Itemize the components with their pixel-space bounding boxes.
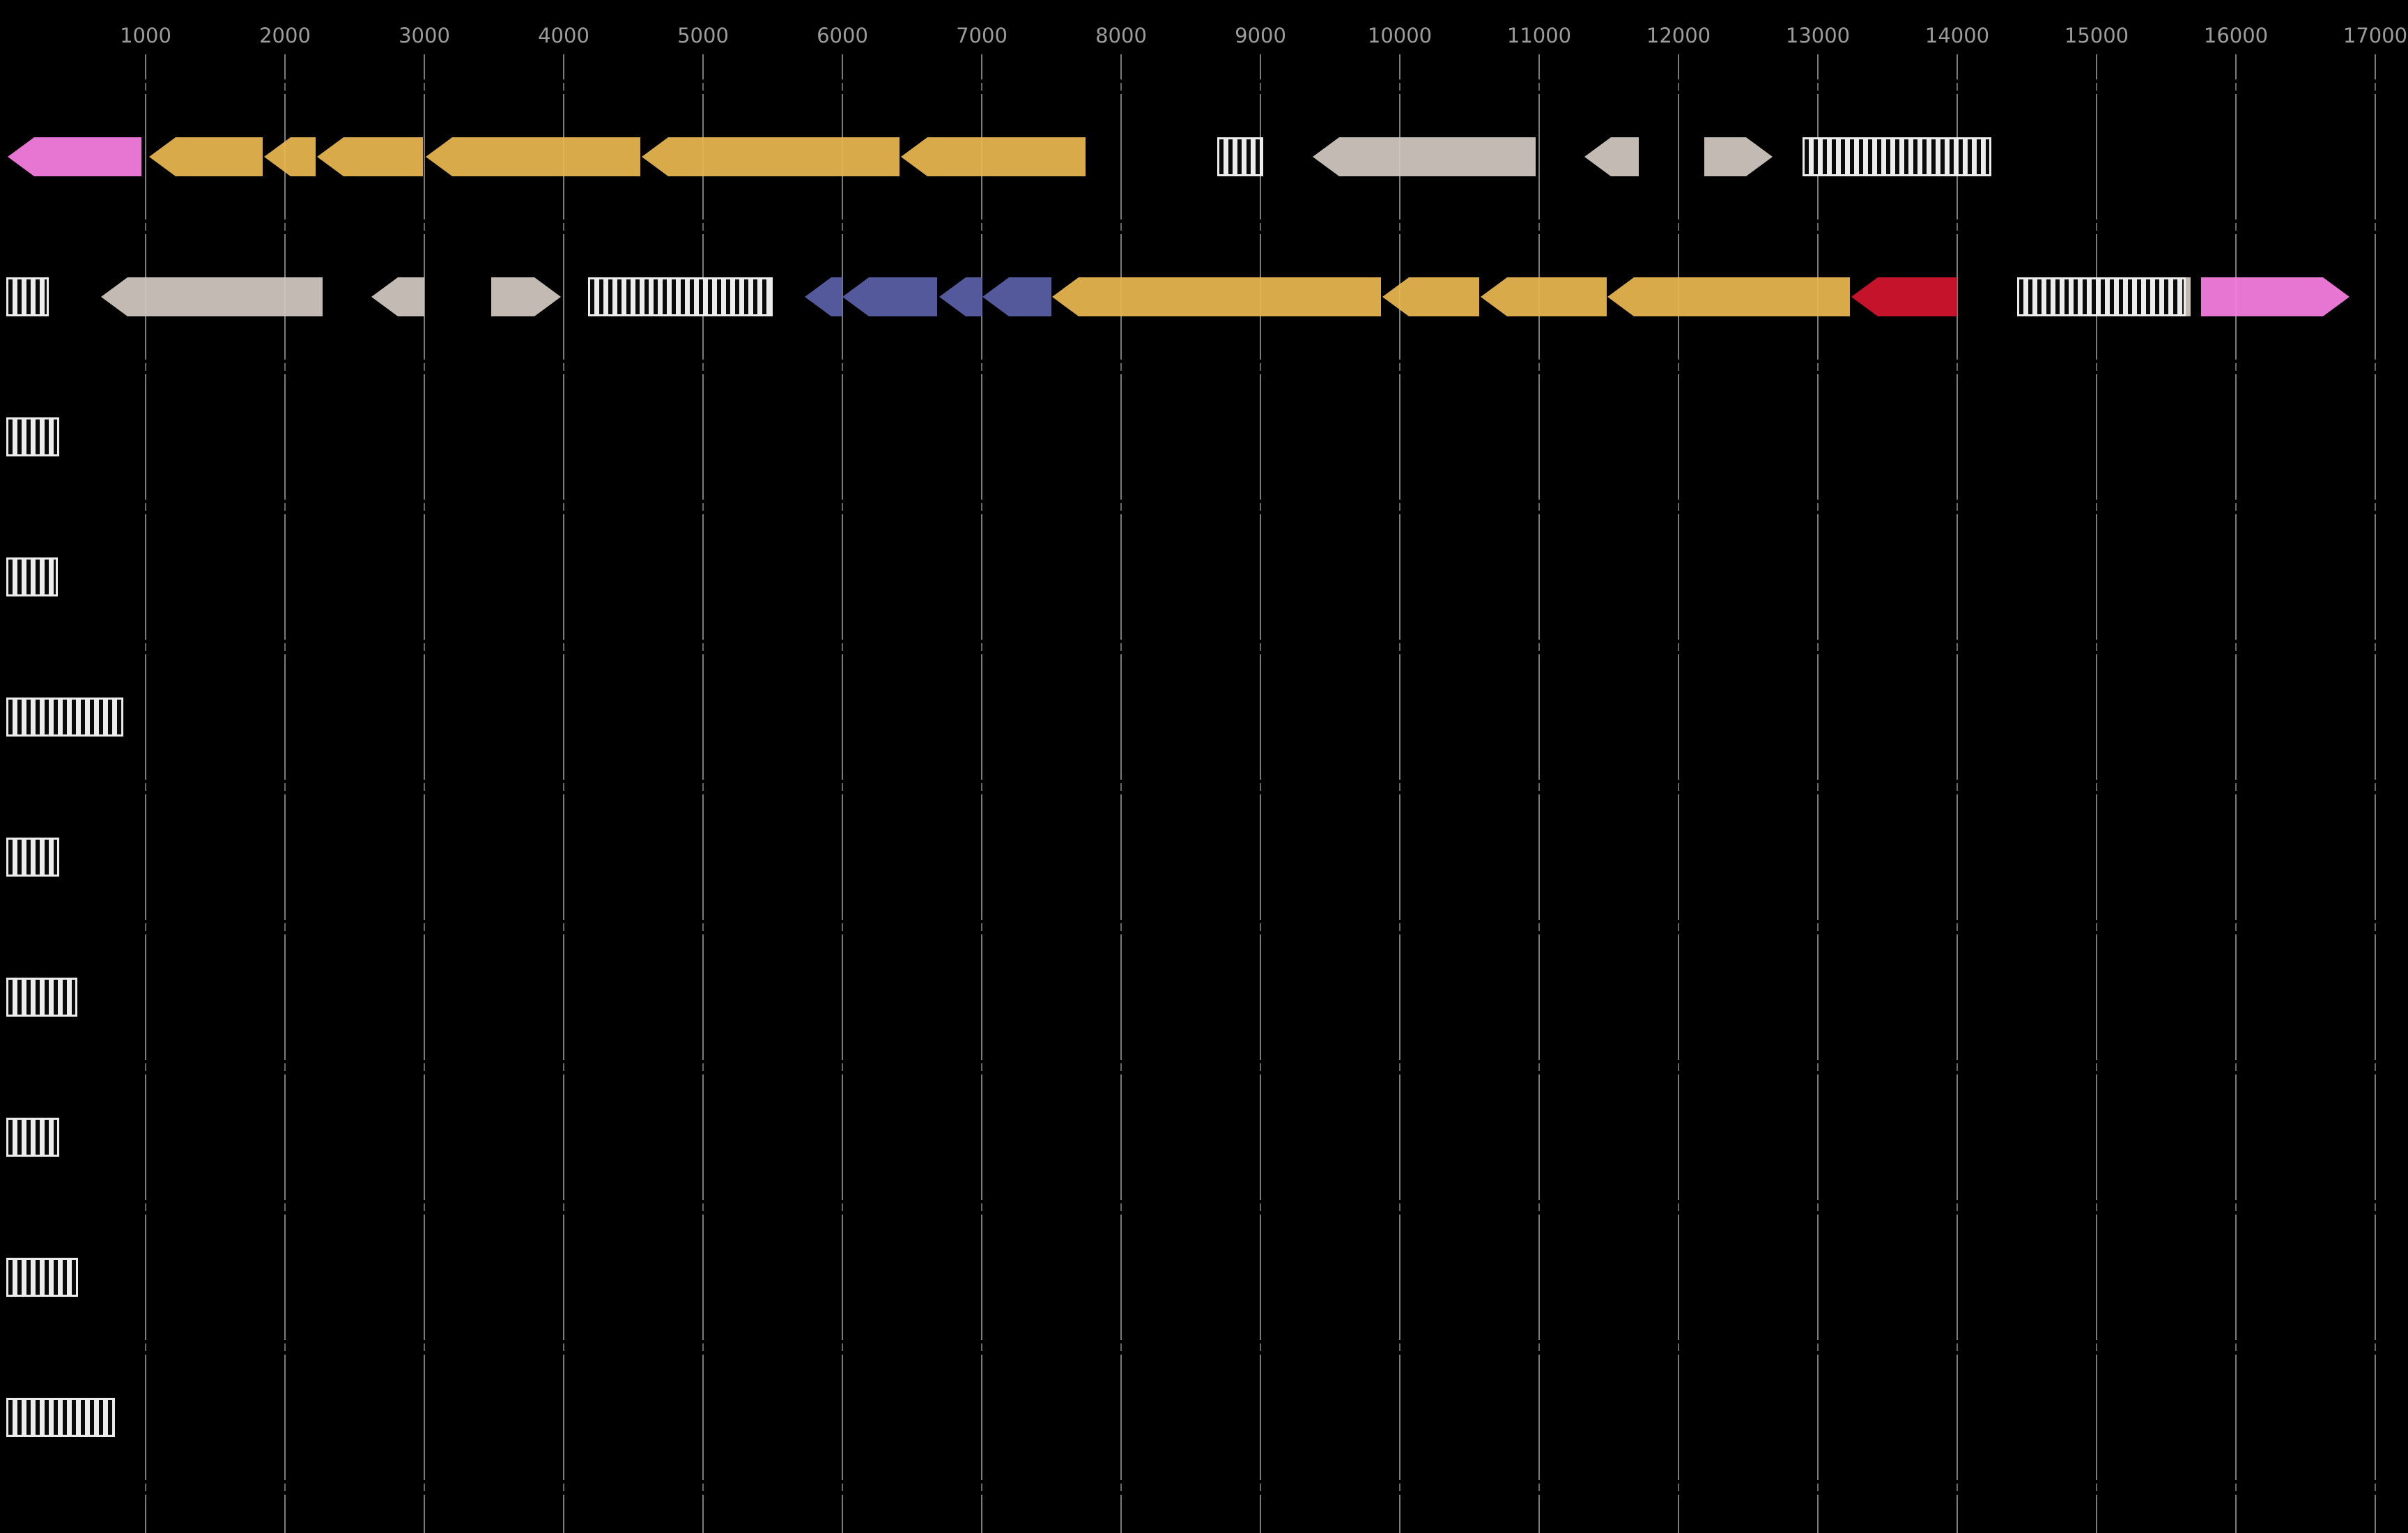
gene-hatched-box[interactable] <box>6 277 49 316</box>
gridline <box>1817 54 1819 1533</box>
gridline <box>145 54 146 1533</box>
gene-arrow-gold[interactable] <box>1382 277 1479 316</box>
gene-arrow-gray[interactable] <box>1313 137 1536 176</box>
gridline <box>842 54 843 1533</box>
axis-tick-label: 3000 <box>399 24 450 47</box>
gene-arrow-gold[interactable] <box>642 137 900 176</box>
gene-arrow-gray[interactable] <box>1584 137 1639 176</box>
axis-tick-label: 12000 <box>1646 24 1711 47</box>
axis-tick-label: 4000 <box>538 24 589 47</box>
axis-tick-label: 14000 <box>1924 24 1990 47</box>
axis-tick-label: 2000 <box>259 24 311 47</box>
axis-tick-label: 9000 <box>1235 24 1286 47</box>
gridline <box>1678 54 1679 1533</box>
gridline <box>2235 54 2237 1533</box>
gene-hatched-box[interactable] <box>6 1118 59 1157</box>
gridline <box>284 54 286 1533</box>
gene-arrow-gold[interactable] <box>901 137 1086 176</box>
gene-hatched-box[interactable] <box>6 838 59 877</box>
axis-tick-label: 17000 <box>2343 24 2408 47</box>
gene-hatched-box[interactable] <box>6 698 123 737</box>
axis-tick-label: 7000 <box>956 24 1008 47</box>
gene-hatched-box[interactable] <box>6 1398 115 1437</box>
gene-hatched-box[interactable] <box>1803 137 1991 176</box>
gridline <box>1399 54 1400 1533</box>
gene-arrow-gold[interactable] <box>1052 277 1381 316</box>
gene-hatched-box[interactable] <box>6 978 77 1017</box>
gene-arrow-gold[interactable] <box>317 137 423 176</box>
gridline <box>1120 54 1122 1533</box>
gridline <box>981 54 982 1533</box>
gene-arrow-gray[interactable] <box>491 277 561 316</box>
gene-arrow-pink[interactable] <box>2201 277 2349 316</box>
axis-tick-label: 1000 <box>120 24 171 47</box>
gridline <box>1260 54 1261 1533</box>
gene-arrow-gold[interactable] <box>1481 277 1607 316</box>
gene-arrow-blue[interactable] <box>982 277 1051 316</box>
axis-tick-label: 5000 <box>677 24 729 47</box>
gene-hatched-box[interactable] <box>2017 277 2186 316</box>
gridline <box>2375 54 2376 1533</box>
gene-arrow-gray[interactable] <box>371 277 424 316</box>
gene-hatched-box[interactable] <box>6 1258 78 1297</box>
axis-tick-label: 8000 <box>1095 24 1147 47</box>
gene-arrow-pink[interactable] <box>8 137 141 176</box>
axis-tick-label: 15000 <box>2064 24 2129 47</box>
gene-hatched-box[interactable] <box>6 417 59 456</box>
gridline <box>2096 54 2097 1533</box>
gridline <box>563 54 564 1533</box>
gene-arrow-gray[interactable] <box>101 277 323 316</box>
gene-arrow-red[interactable] <box>1851 277 1957 316</box>
gridline <box>702 54 704 1533</box>
gridline <box>424 54 425 1533</box>
gene-arrow-gold[interactable] <box>149 137 263 176</box>
gridline <box>1957 54 1958 1533</box>
axis-tick-label: 6000 <box>817 24 868 47</box>
axis-tick-label: 10000 <box>1367 24 1433 47</box>
axis-tick-label: 11000 <box>1506 24 1572 47</box>
gene-hatched-box[interactable] <box>6 557 58 596</box>
gene-arrow-gold[interactable] <box>264 137 316 176</box>
gene-arrow-blue[interactable] <box>939 277 982 316</box>
axis-tick-label: 16000 <box>2203 24 2269 47</box>
gene-arrow-gray[interactable] <box>1704 137 1773 176</box>
gene-hatched-box[interactable] <box>588 277 773 316</box>
gene-rect-gray[interactable] <box>2186 277 2191 316</box>
gridline <box>1538 54 1540 1533</box>
gene-arrow-blue[interactable] <box>842 277 937 316</box>
gene-hatched-box[interactable] <box>1217 137 1263 176</box>
gene-arrow-gold[interactable] <box>426 137 640 176</box>
gene-arrow-blue[interactable] <box>805 277 842 316</box>
gene-arrow-gold[interactable] <box>1607 277 1850 316</box>
axis-tick-label: 13000 <box>1785 24 1851 47</box>
